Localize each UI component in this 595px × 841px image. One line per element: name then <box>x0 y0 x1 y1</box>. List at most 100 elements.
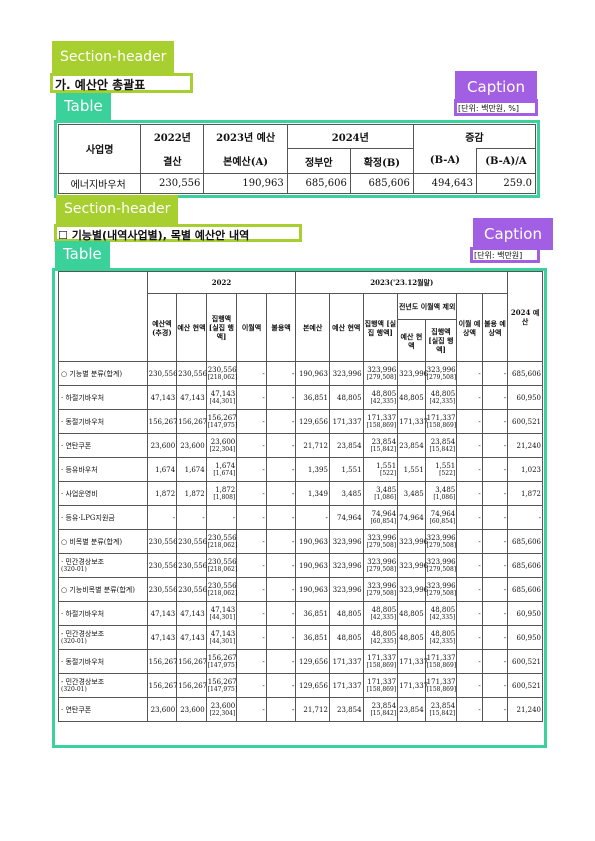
cell-value: 685,606 <box>512 561 541 570</box>
cell-value: 23,600 <box>150 441 176 450</box>
caption-label: Caption <box>473 218 553 250</box>
cell-l: - <box>481 673 509 698</box>
cell-f: 190,963 <box>295 577 330 602</box>
cell-j: 48,805 [42,335] <box>424 385 458 410</box>
cell-k: - <box>456 673 483 698</box>
cell-value: - <box>291 369 295 378</box>
cell-value: 1,551 <box>376 462 397 470</box>
cell-value: 323,996 <box>426 582 456 590</box>
cell-e: - <box>265 529 297 554</box>
cell-l: - <box>481 529 509 554</box>
cell-value: 230,556 <box>148 585 178 594</box>
cell-actual-exec: [218,062] <box>207 374 238 381</box>
row-name-text: · 사업운영비 <box>61 489 98 498</box>
cell-value: 230,556 <box>178 537 208 546</box>
cell-value: - <box>478 537 481 546</box>
cell-j: 323,996 [279,508] <box>424 529 458 554</box>
cell-k: - <box>456 505 483 530</box>
col-2023: 2023년 예산 <box>203 123 288 149</box>
cell-d: - <box>236 625 267 650</box>
cell-d: - <box>236 577 267 602</box>
cell-value: - <box>503 609 507 618</box>
cell-actual-exec: [279,508] <box>426 566 457 573</box>
table-box <box>52 268 547 748</box>
cell-k: - <box>456 625 483 650</box>
cell-f: 190,963 <box>295 361 330 386</box>
cell-a: 156,267 <box>146 409 178 434</box>
cell-value: 3,485 <box>376 486 397 494</box>
cell-actual-exec: [1,808] <box>213 494 236 501</box>
cell-k: - <box>456 409 483 434</box>
cell-m: 1,023 <box>507 457 543 482</box>
cell-h: 171,337 [158,869] <box>362 649 399 674</box>
cell-value: 36,851 <box>303 633 328 642</box>
cell-value: - <box>291 417 295 426</box>
cell-actual-exec: [279,508] <box>366 542 397 549</box>
cell-value: 47,143 <box>180 609 205 618</box>
cell-i: 23,854 <box>397 433 426 458</box>
cell-l: - <box>481 385 509 410</box>
cell-value: 156,267 <box>207 678 237 686</box>
cell-b: 23,600 <box>176 433 207 458</box>
cell-value: 48,805 <box>430 606 456 614</box>
cell-value: - <box>503 369 507 378</box>
cell-value: - <box>478 513 481 522</box>
cell-actual-exec: [22,304] <box>209 710 236 717</box>
row-name: 에너지바우처 <box>57 172 142 195</box>
cell-h: 171,337 [158,869] <box>362 409 399 434</box>
cell-g: 323,996 <box>328 577 364 602</box>
col-change: 증감 <box>412 123 537 149</box>
section-header-box <box>54 224 302 242</box>
cell-value: - <box>262 513 265 522</box>
cell-a: 230,556 <box>146 529 178 554</box>
cell-b: 230,556 <box>176 577 207 602</box>
cell-value: 23,600 <box>210 702 236 710</box>
cell-a: 230,556 <box>146 361 178 386</box>
cell-g: 3,485 <box>328 481 364 506</box>
cell-value: 230,556 <box>207 534 237 542</box>
cell-value: - <box>478 705 481 714</box>
cell-a: 47,143 <box>146 385 178 410</box>
cell-k: - <box>456 481 483 506</box>
cell-value: - <box>478 681 481 690</box>
cell-actual-exec: [147,975] <box>207 686 238 693</box>
cell-c: 230,556 [218,062] <box>205 553 238 578</box>
cell-value: 600,521 <box>512 417 541 426</box>
cell-value: 3,485 <box>403 489 424 498</box>
cell-value: 47,143 <box>210 390 236 398</box>
cell-d: - <box>236 409 267 434</box>
cell-a: 156,267 <box>146 673 178 698</box>
col-2024: 2024 예산 <box>507 271 543 362</box>
cell-d: - <box>236 457 267 482</box>
table-box <box>54 120 540 198</box>
cell-actual-exec: [1,674] <box>213 470 236 477</box>
cell-value: 171,337 <box>367 654 397 662</box>
cell-value: - <box>478 489 481 498</box>
row-name-code: (320-01) <box>61 686 87 693</box>
cell-diff: 494,643 <box>412 172 477 195</box>
cell-value: 1,395 <box>307 465 328 474</box>
cell-value: - <box>262 537 265 546</box>
cell-actual-exec: [158,869] <box>366 662 397 669</box>
cell-value: 171,337 <box>426 654 456 662</box>
cell-value: - <box>325 513 328 522</box>
table-row: · 동절기바우처 156,267 156,267 156,267 [147,975] - -… <box>58 649 543 674</box>
cell-value: 156,267 <box>207 654 237 662</box>
cell-value: 156,267 <box>178 657 208 666</box>
cell-b: 156,267 <box>176 673 207 698</box>
cell-c: 47,143 [44,301] <box>205 385 238 410</box>
cell-d: - <box>236 385 267 410</box>
cell-actual-exec: [147,975] <box>207 422 238 429</box>
cell-value: 47,143 <box>210 630 236 638</box>
unit-caption: [단위: 백만원] <box>474 251 523 260</box>
cell-value: 685,606 <box>512 537 541 546</box>
cell-value: 74,964 <box>337 513 362 522</box>
cell-value: 1,551 <box>341 465 362 474</box>
cell-value: - <box>478 609 481 618</box>
cell-value: - <box>478 657 481 666</box>
cell-value: 23,854 <box>371 438 397 446</box>
row-name-text: · 연탄쿠폰 <box>61 441 92 450</box>
cell-value: 171,337 <box>367 414 397 422</box>
cell-a: 47,143 <box>146 601 178 626</box>
cell-c: 230,556 [218,062] <box>205 529 238 554</box>
